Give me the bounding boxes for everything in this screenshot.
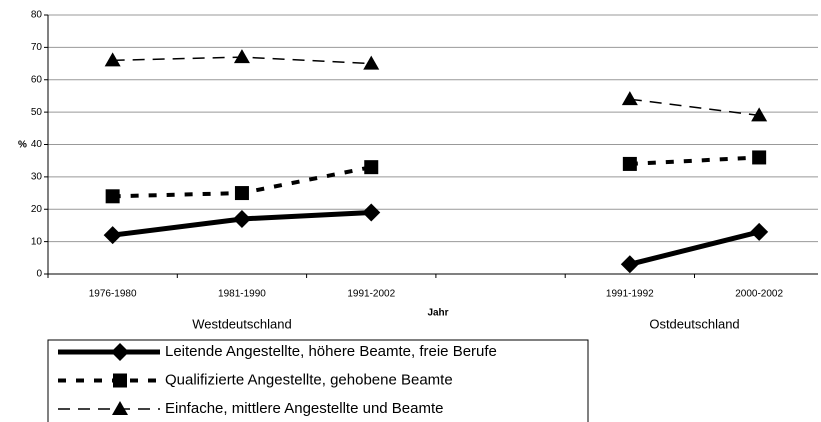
y-tick-label: 10 [31, 236, 43, 247]
group-label: Ostdeutschland [649, 316, 739, 331]
legend-marker [112, 401, 128, 415]
y-tick-label: 60 [31, 74, 43, 85]
x-tick-label: 1976-1980 [89, 289, 137, 300]
marker [620, 255, 639, 274]
x-tick-label: 1981-1990 [218, 289, 266, 300]
y-tick-label: 50 [31, 107, 43, 118]
x-tick-label: 2000-2002 [735, 289, 783, 300]
marker [234, 186, 249, 201]
series-line [629, 98, 760, 117]
marker [232, 209, 251, 228]
series-line [629, 229, 760, 267]
x-tick-label: 1991-2002 [347, 289, 395, 300]
y-axis-label: % [18, 140, 27, 151]
legend-label: Leitende Angestellte, höhere Beamte, fre… [165, 343, 497, 360]
marker [750, 222, 769, 241]
marker [103, 226, 122, 245]
legend-marker [113, 373, 127, 388]
marker [751, 107, 768, 122]
marker [233, 49, 250, 64]
legend-marker [111, 343, 129, 361]
x-tick-label: 1991-1992 [606, 289, 654, 300]
marker [104, 52, 121, 67]
marker [622, 156, 637, 171]
y-tick-label: 40 [31, 139, 43, 150]
series-line [629, 155, 760, 166]
marker [364, 160, 379, 175]
y-tick-label: 20 [31, 204, 43, 215]
marker [363, 55, 380, 70]
y-tick-label: 80 [31, 10, 43, 21]
marker [105, 189, 120, 204]
legend-label: Einfache, mittlere Angestellte und Beamt… [165, 400, 444, 417]
x-axis-label: Jahr [427, 308, 448, 319]
y-tick-label: 0 [36, 269, 42, 280]
y-tick-label: 70 [31, 42, 43, 53]
legend-label: Qualifizierte Angestellte, gehobene Beam… [165, 371, 453, 388]
y-tick-label: 30 [31, 172, 43, 183]
marker [362, 203, 381, 222]
marker [752, 150, 767, 165]
group-label: Westdeutschland [192, 316, 292, 331]
marker [621, 91, 638, 106]
